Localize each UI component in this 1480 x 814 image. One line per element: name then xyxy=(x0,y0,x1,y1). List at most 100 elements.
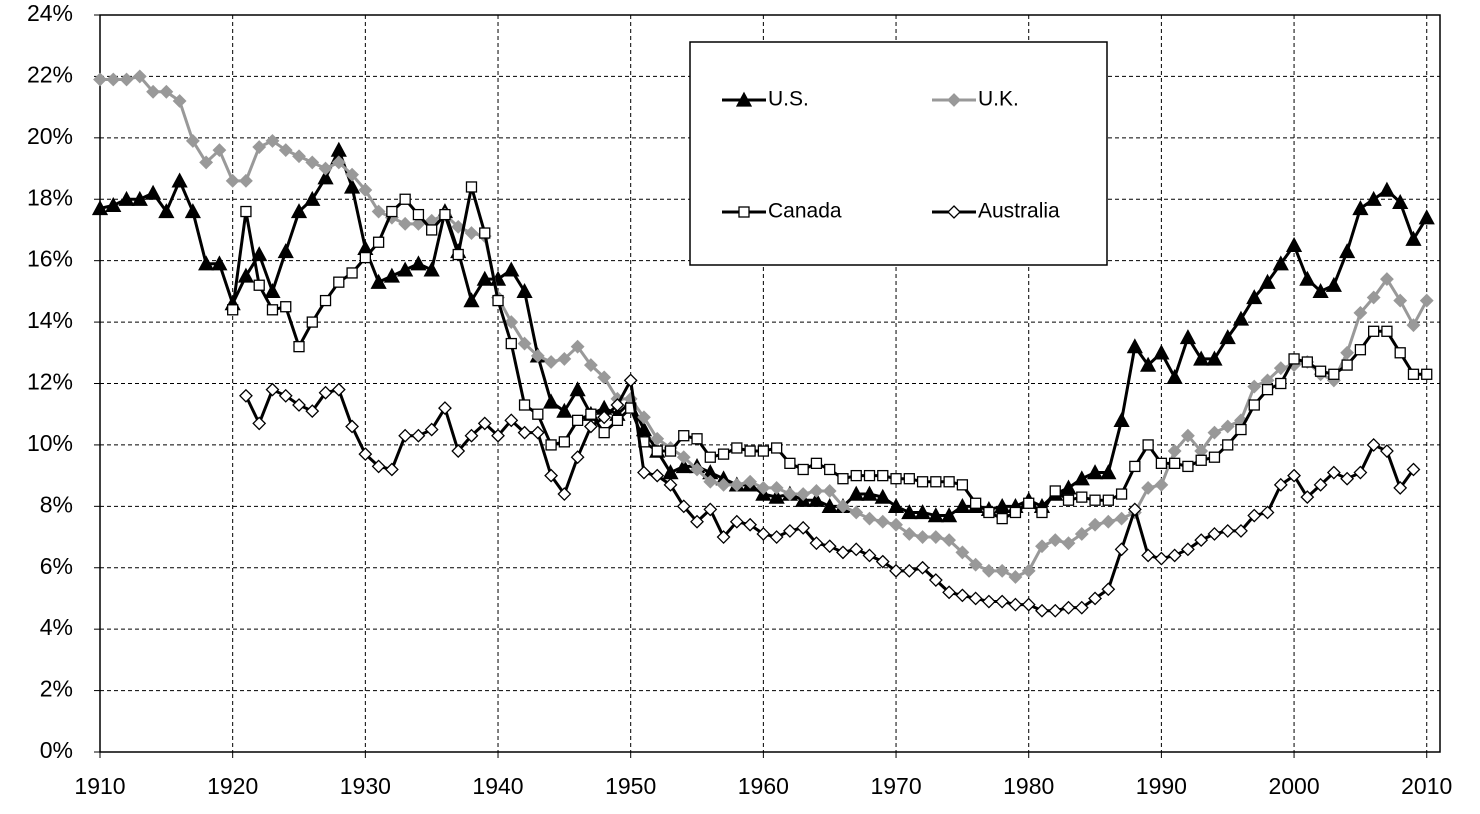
marker xyxy=(769,530,784,544)
marker xyxy=(1049,485,1061,497)
marker xyxy=(557,487,572,501)
marker xyxy=(927,507,944,523)
marker xyxy=(703,474,718,489)
marker xyxy=(1182,460,1194,473)
marker xyxy=(1380,272,1394,287)
marker xyxy=(516,283,533,299)
marker xyxy=(947,205,961,219)
marker xyxy=(1339,243,1356,259)
marker xyxy=(184,203,201,219)
marker xyxy=(836,545,850,560)
marker xyxy=(1272,255,1289,271)
marker xyxy=(850,469,862,482)
marker xyxy=(955,545,970,560)
marker xyxy=(1023,497,1035,509)
marker xyxy=(916,476,929,488)
marker xyxy=(331,382,346,397)
marker xyxy=(1394,347,1406,359)
y-tick-label: 16% xyxy=(27,246,73,272)
marker xyxy=(809,536,824,551)
marker xyxy=(1129,460,1141,473)
marker xyxy=(717,448,730,460)
marker xyxy=(1035,539,1049,554)
marker xyxy=(968,591,983,606)
marker xyxy=(185,133,200,148)
marker xyxy=(1261,383,1274,396)
marker xyxy=(293,340,305,353)
marker xyxy=(735,91,753,107)
marker xyxy=(570,450,585,465)
x-tick-label: 1920 xyxy=(207,773,258,799)
marker xyxy=(651,445,663,457)
legend-label: Canada xyxy=(768,200,842,223)
marker xyxy=(995,594,1010,609)
marker xyxy=(1035,603,1049,618)
marker xyxy=(1405,230,1422,246)
marker xyxy=(1021,563,1036,578)
marker xyxy=(333,276,345,288)
marker xyxy=(981,563,996,578)
marker xyxy=(503,261,520,277)
marker xyxy=(1220,523,1235,538)
marker xyxy=(983,506,995,519)
legend-label: Australia xyxy=(978,200,1060,223)
marker xyxy=(318,161,333,176)
marker xyxy=(664,445,677,457)
marker xyxy=(225,173,240,188)
marker xyxy=(996,512,1008,525)
marker xyxy=(358,447,373,462)
marker xyxy=(1074,600,1089,615)
marker xyxy=(1195,454,1207,466)
x-tick-label: 1970 xyxy=(870,773,921,799)
marker xyxy=(319,294,332,307)
marker xyxy=(744,445,756,457)
marker xyxy=(371,204,386,219)
marker xyxy=(159,84,174,99)
marker xyxy=(1167,444,1182,458)
y-tick-label: 4% xyxy=(40,614,73,640)
marker xyxy=(1141,548,1156,563)
marker xyxy=(398,428,413,443)
x-tick-label: 1940 xyxy=(472,773,523,799)
marker xyxy=(756,527,771,541)
marker xyxy=(1288,353,1300,365)
marker xyxy=(704,451,716,463)
marker xyxy=(370,273,387,289)
marker xyxy=(796,487,811,501)
marker xyxy=(1235,423,1247,436)
marker xyxy=(492,294,504,307)
y-tick-label: 10% xyxy=(27,430,73,456)
y-tick-label: 12% xyxy=(27,369,73,395)
marker xyxy=(808,491,825,507)
marker xyxy=(118,190,135,206)
x-tick-label: 1980 xyxy=(1003,773,1054,799)
x-tick-label: 1930 xyxy=(340,773,391,799)
marker xyxy=(1048,533,1063,548)
marker xyxy=(426,224,438,236)
marker xyxy=(305,155,320,170)
marker xyxy=(530,348,545,363)
marker xyxy=(770,442,783,454)
marker xyxy=(424,422,439,437)
marker xyxy=(810,457,823,469)
marker xyxy=(743,517,758,532)
marker xyxy=(253,279,265,291)
marker xyxy=(558,436,571,448)
marker xyxy=(678,430,690,442)
marker xyxy=(729,477,744,492)
marker xyxy=(146,84,160,99)
marker xyxy=(1073,470,1090,486)
marker xyxy=(1207,425,1222,440)
marker xyxy=(346,267,358,279)
marker xyxy=(1100,464,1117,480)
marker xyxy=(1061,536,1076,551)
marker xyxy=(637,465,651,480)
marker xyxy=(691,433,703,445)
marker xyxy=(1312,283,1329,299)
marker xyxy=(477,416,492,431)
marker xyxy=(292,398,306,412)
marker xyxy=(1153,344,1170,360)
marker xyxy=(889,517,903,532)
marker xyxy=(729,514,744,529)
marker xyxy=(1393,293,1408,308)
